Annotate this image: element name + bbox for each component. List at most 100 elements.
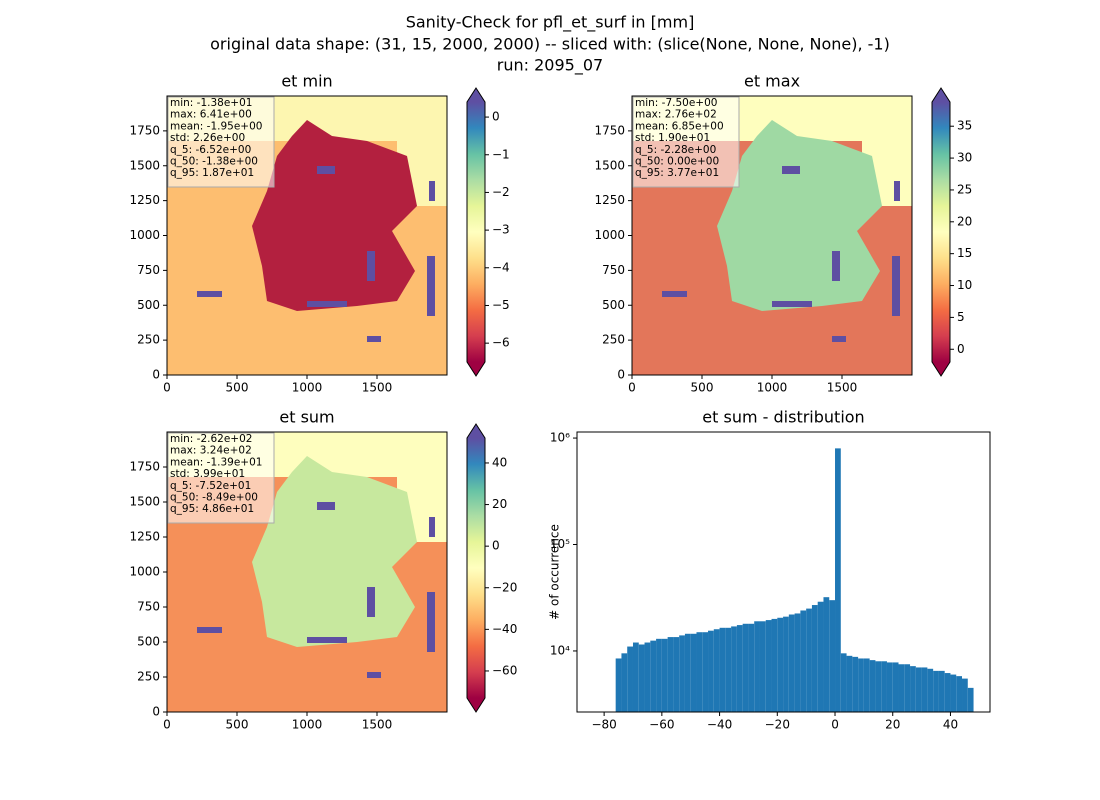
histogram-bar xyxy=(898,664,905,712)
colorbar-frame xyxy=(466,87,486,377)
colorbar-extend-bottom xyxy=(467,698,485,712)
colorbar-tick-label: −4 xyxy=(492,260,510,274)
histogram-bar xyxy=(794,613,801,712)
x-tick-label: −40 xyxy=(707,718,732,732)
x-tick-label: 0 xyxy=(628,381,636,395)
heatmap-blob xyxy=(429,517,435,537)
stats-line: q_5: -2.28e+00 xyxy=(635,144,716,156)
x-tick-label: 500 xyxy=(691,381,714,395)
x-tick-label: 1500 xyxy=(362,381,393,395)
y-tick-label: 500 xyxy=(602,298,625,312)
histogram-bar xyxy=(667,637,674,712)
histogram-bar xyxy=(719,627,726,712)
stats-line: min: -2.62e+02 xyxy=(170,433,252,445)
histogram-bar xyxy=(869,660,876,712)
histogram-bar xyxy=(783,616,789,712)
stats-line: max: 6.41e+00 xyxy=(170,109,252,121)
histogram-bar xyxy=(904,664,911,712)
colorbar xyxy=(467,438,485,698)
y-tick-label: 750 xyxy=(137,600,160,614)
histogram-bar xyxy=(892,662,899,712)
heatmap-blob xyxy=(427,256,435,316)
histogram-bar xyxy=(910,666,916,712)
colorbar-tick-label: −40 xyxy=(492,622,517,636)
histogram-bar xyxy=(938,670,945,712)
histogram-bar xyxy=(679,635,685,712)
y-tick-label: 10⁵ xyxy=(550,537,570,551)
x-tick-label: 1500 xyxy=(362,718,393,732)
histogram-bar xyxy=(708,630,714,712)
y-tick-label: 500 xyxy=(137,635,160,649)
x-tick-label: −20 xyxy=(765,718,790,732)
x-tick-label: 1500 xyxy=(827,381,858,395)
stats-line: std: 3.99e+01 xyxy=(170,468,245,480)
colorbar-tick-label: 25 xyxy=(957,182,972,196)
histogram-bar xyxy=(962,678,968,712)
y-tick-label: 1000 xyxy=(129,565,160,579)
histogram-bar xyxy=(800,610,807,712)
histogram-bar xyxy=(835,448,841,712)
x-tick-label: 0 xyxy=(831,718,839,732)
stats-box xyxy=(167,432,275,524)
x-tick-label: 20 xyxy=(885,718,900,732)
stats-line: mean: -1.95e+00 xyxy=(170,120,262,132)
x-tick-label: 0 xyxy=(163,381,171,395)
histogram-bar xyxy=(725,627,732,712)
stats-line: std: 2.26e+00 xyxy=(170,132,245,144)
stats-line: q_95: 3.77e+01 xyxy=(635,167,719,179)
histogram-bar xyxy=(944,673,951,712)
heatmap-blob xyxy=(197,291,222,297)
colorbar-tick-label: −1 xyxy=(492,147,510,161)
stats-line: q_50: -8.49e+00 xyxy=(170,492,258,504)
stats-line: q_5: -6.52e+00 xyxy=(170,144,251,156)
histogram-bar xyxy=(811,605,818,712)
x-tick-label: 40 xyxy=(943,718,958,732)
y-tick-label: 1250 xyxy=(129,193,160,207)
histogram-bar xyxy=(702,632,709,712)
histogram-bar xyxy=(627,646,633,712)
histogram-bar xyxy=(806,608,812,712)
histogram-bar xyxy=(817,601,824,712)
heatmap-blob xyxy=(427,592,435,652)
heatmap-blob xyxy=(832,251,840,281)
histogram-bar xyxy=(759,621,766,712)
colorbar-tick-label: 0 xyxy=(957,342,965,356)
histogram-bar xyxy=(921,667,928,712)
x-tick-label: 0 xyxy=(163,718,171,732)
colorbar-extend-bottom xyxy=(932,362,950,376)
histogram-bar xyxy=(765,620,772,712)
y-tick-label: 0 xyxy=(152,368,160,382)
histogram-bar xyxy=(650,640,657,712)
stats-line: q_95: 4.86e+01 xyxy=(170,503,254,515)
y-tick-label: 1750 xyxy=(594,123,625,137)
y-tick-label: 1500 xyxy=(129,158,160,172)
histogram-bar xyxy=(713,629,720,712)
colorbar-frame xyxy=(466,423,486,713)
histogram-bar xyxy=(690,633,697,712)
colorbar-tick-label: 20 xyxy=(492,497,507,511)
y-axis-label: # of occurrence xyxy=(548,524,562,620)
stats-line: q_50: 0.00e+00 xyxy=(635,156,719,168)
heatmap-blob xyxy=(782,166,800,174)
y-tick-label: 10⁴ xyxy=(550,643,570,657)
colorbar-tick-label: 40 xyxy=(492,455,507,469)
y-tick-label: 750 xyxy=(137,263,160,277)
colorbar-tick-label: 5 xyxy=(957,310,965,324)
colorbar xyxy=(932,102,950,362)
x-tick-label: 500 xyxy=(226,381,249,395)
axes-title: et sum - distribution xyxy=(702,408,864,427)
histogram-bar xyxy=(840,653,847,712)
histogram-bar xyxy=(696,632,703,712)
colorbar-tick-label: −2 xyxy=(492,185,510,199)
heatmap-blob xyxy=(662,291,687,297)
axes-frame xyxy=(576,431,991,713)
colorbar-tick-label: −20 xyxy=(492,580,517,594)
histogram-bar xyxy=(846,655,853,712)
y-tick-label: 1500 xyxy=(129,495,160,509)
y-tick-label: 250 xyxy=(137,333,160,347)
x-tick-label: 1000 xyxy=(292,718,323,732)
heatmap-blob xyxy=(429,181,435,201)
colorbar-tick-label: 35 xyxy=(957,119,972,133)
y-tick-label: 1750 xyxy=(129,123,160,137)
colorbar xyxy=(467,102,485,362)
